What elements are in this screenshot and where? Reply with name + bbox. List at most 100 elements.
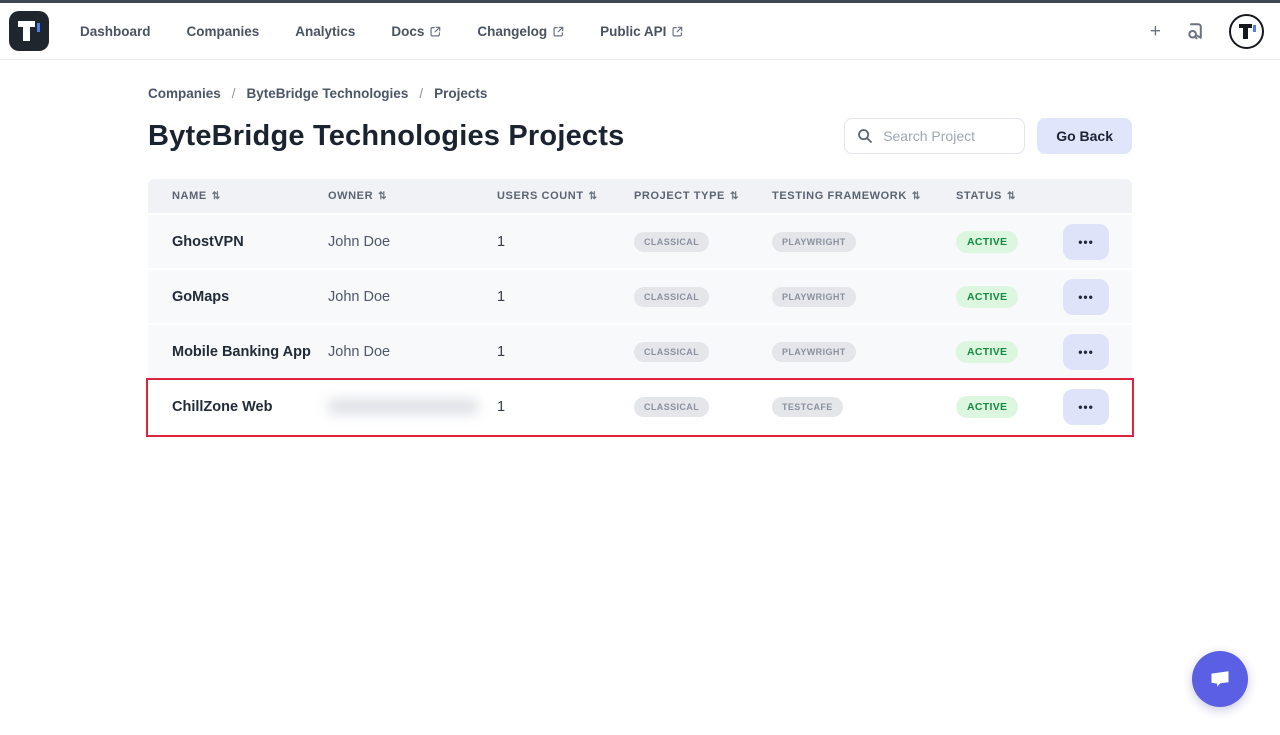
status-badge: ACTIVE <box>956 395 1019 418</box>
breadcrumb-item-companies[interactable]: Companies <box>148 86 221 101</box>
column-label: TESTING FRAMEWORK <box>772 190 907 202</box>
column-label: PROJECT TYPE <box>634 190 725 202</box>
breadcrumb-item-projects[interactable]: Projects <box>434 86 488 101</box>
table-row-ghostvpn[interactable]: GhostVPN John Doe 1 CLASSICAL PLAYWRIGHT ACTI… <box>148 215 1132 270</box>
status-badge: ACTIVE <box>956 340 1019 363</box>
cell-project-type: CLASSICAL <box>634 286 772 307</box>
cell-testing-framework: PLAYWRIGHT <box>772 286 956 307</box>
sort-icon: ⇅ <box>1006 190 1016 202</box>
row-actions-button[interactable]: ••• <box>1063 388 1109 425</box>
column-header-owner[interactable]: OWNER ⇅ <box>328 190 497 202</box>
nav-item-label: Companies <box>186 23 260 39</box>
column-header-users-count[interactable]: USERS COUNT ⇅ <box>497 190 634 202</box>
table-row-mobile-banking-app[interactable]: Mobile Banking App John Doe 1 CLASSICAL PLAY… <box>148 325 1132 380</box>
nav-item-label: Analytics <box>295 23 356 39</box>
table-row-chillzone-web[interactable]: ChillZone Web 1 CLASSICAL TESTCAFE ACTIVE ••• <box>148 380 1132 435</box>
page-title: ByteBridge Technologies Projects <box>148 119 625 152</box>
cell-project-name: ChillZone Web <box>172 398 273 415</box>
cell-actions: ••• <box>1063 388 1132 425</box>
chat-launcher[interactable] <box>1192 651 1248 707</box>
cell-users-count: 1 <box>497 288 506 305</box>
column-label: USERS COUNT <box>497 190 584 202</box>
cell-status: ACTIVE <box>956 395 1063 418</box>
breadcrumb-separator: / <box>231 86 236 101</box>
nav-item-label: Changelog <box>477 23 548 39</box>
testing-framework-badge: PLAYWRIGHT <box>772 231 856 252</box>
project-type-badge: CLASSICAL <box>634 396 710 417</box>
table-body: GhostVPN John Doe 1 CLASSICAL PLAYWRIGHT ACTI… <box>148 215 1132 435</box>
column-header-project-type[interactable]: PROJECT TYPE ⇅ <box>634 190 772 202</box>
cell-project-type: CLASSICAL <box>634 341 772 362</box>
cell-owner: John Doe <box>328 288 391 305</box>
search-wrap <box>844 118 1026 154</box>
cell-project-name: GhostVPN <box>172 233 244 250</box>
nav-items: Dashboard Companies Analytics Docs Changelog… <box>80 24 683 39</box>
external-link-icon <box>672 26 683 36</box>
project-type-badge: CLASSICAL <box>634 231 710 252</box>
cell-testing-framework: PLAYWRIGHT <box>772 231 956 252</box>
breadcrumb-item-bytebridge-technologies[interactable]: ByteBridge Technologies <box>246 86 409 101</box>
nav-item-label: Public API <box>600 23 667 39</box>
header-controls: Go Back <box>844 118 1132 154</box>
cell-users-count: 1 <box>497 233 506 250</box>
column-label: OWNER <box>328 190 374 202</box>
top-navbar: Dashboard Companies Analytics Docs Changelog… <box>0 3 1280 60</box>
row-actions-button[interactable]: ••• <box>1063 223 1109 260</box>
main-content: Companies / ByteBridge Technologies / Projec… <box>148 86 1132 435</box>
row-actions-button[interactable]: ••• <box>1063 278 1109 315</box>
add-button[interactable]: + <box>1149 20 1161 42</box>
testing-framework-badge: PLAYWRIGHT <box>772 286 856 307</box>
go-back-button[interactable]: Go Back <box>1037 118 1132 154</box>
column-header-testing-framework[interactable]: TESTING FRAMEWORK ⇅ <box>772 190 956 202</box>
nav-item-label: Dashboard <box>80 23 151 39</box>
table-row-gomaps[interactable]: GoMaps John Doe 1 CLASSICAL PLAYWRIGHT ACTIVE… <box>148 270 1132 325</box>
app-logo[interactable] <box>9 11 49 51</box>
column-header-status[interactable]: STATUS ⇅ <box>956 190 1063 202</box>
external-link-icon <box>553 26 564 36</box>
nav-item-public-api[interactable]: Public API <box>600 24 683 39</box>
sort-icon: ⇅ <box>378 190 388 202</box>
top-strip <box>0 0 1280 3</box>
cell-testing-framework: TESTCAFE <box>772 396 956 417</box>
nav-item-companies[interactable]: Companies <box>187 24 260 39</box>
breadcrumb: Companies / ByteBridge Technologies / Projec… <box>148 86 1132 101</box>
cell-owner: John Doe <box>328 343 391 360</box>
nav-item-docs[interactable]: Docs <box>391 24 441 39</box>
nav-item-dashboard[interactable]: Dashboard <box>80 24 151 39</box>
user-avatar[interactable] <box>1229 13 1264 49</box>
nav-item-label: Docs <box>391 23 425 39</box>
cell-status: ACTIVE <box>956 285 1063 308</box>
cell-users-count: 1 <box>497 343 506 360</box>
nav-item-analytics[interactable]: Analytics <box>295 24 355 39</box>
column-header-name[interactable]: NAME ⇅ <box>172 190 328 202</box>
sort-icon: ⇅ <box>588 190 598 202</box>
cell-project-type: CLASSICAL <box>634 231 772 252</box>
cell-owner: John Doe <box>328 233 391 250</box>
column-label: STATUS <box>956 190 1002 202</box>
cell-testing-framework: PLAYWRIGHT <box>772 341 956 362</box>
testing-framework-badge: PLAYWRIGHT <box>772 341 856 362</box>
breadcrumb-separator: / <box>419 86 424 101</box>
sort-icon: ⇅ <box>911 190 921 202</box>
nav-item-changelog[interactable]: Changelog <box>477 24 564 39</box>
cell-users-count: 1 <box>497 398 506 415</box>
cell-actions: ••• <box>1063 223 1132 260</box>
cell-project-name: GoMaps <box>172 288 230 305</box>
cell-status: ACTIVE <box>956 340 1063 363</box>
row-actions-button[interactable]: ••• <box>1063 333 1109 370</box>
nav-right: + <box>1149 13 1264 49</box>
column-label: NAME <box>172 190 207 202</box>
search-icon <box>858 129 873 143</box>
project-type-badge: CLASSICAL <box>634 286 710 307</box>
projects-table: NAME ⇅ OWNER ⇅ USERS COUNT ⇅ PROJECT TYPE ⇅ TEST… <box>148 179 1132 435</box>
cell-actions: ••• <box>1063 333 1132 370</box>
chat-icon <box>1211 671 1229 687</box>
doc-search-icon[interactable] <box>1185 21 1205 41</box>
external-link-icon <box>430 26 441 36</box>
search-input[interactable] <box>844 118 1026 154</box>
status-badge: ACTIVE <box>956 285 1019 308</box>
cell-project-name: Mobile Banking App <box>172 343 311 360</box>
sort-icon: ⇅ <box>729 190 739 202</box>
status-badge: ACTIVE <box>956 230 1019 253</box>
